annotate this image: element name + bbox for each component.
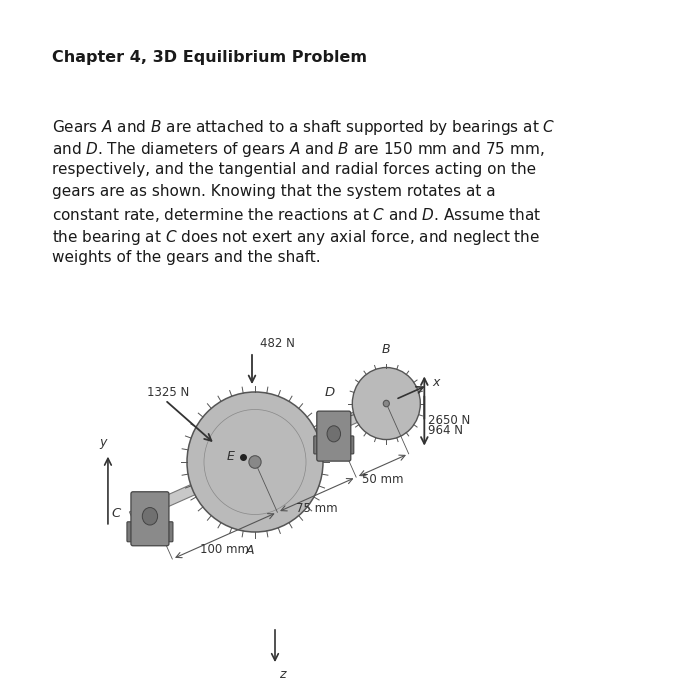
Text: $x$: $x$ <box>433 376 442 389</box>
Text: Chapter 4, 3D Equilibrium Problem: Chapter 4, 3D Equilibrium Problem <box>52 50 367 65</box>
Text: respectively, and the tangential and radial forces acting on the: respectively, and the tangential and rad… <box>52 162 536 177</box>
Text: 50 mm: 50 mm <box>362 473 403 486</box>
Text: $z$: $z$ <box>279 668 288 681</box>
Ellipse shape <box>352 367 420 440</box>
Text: 1325 N: 1325 N <box>147 385 189 398</box>
FancyBboxPatch shape <box>317 411 351 461</box>
Text: $\mathit{C}$: $\mathit{C}$ <box>111 507 122 520</box>
FancyBboxPatch shape <box>314 436 354 454</box>
FancyBboxPatch shape <box>131 492 169 546</box>
Text: $y$: $y$ <box>99 437 109 451</box>
Text: 100 mm: 100 mm <box>200 543 249 556</box>
Text: constant rate, determine the reactions at $\mathit{C}$ and $\mathit{D}$. Assume : constant rate, determine the reactions a… <box>52 206 541 224</box>
Text: 2650 N: 2650 N <box>428 413 470 427</box>
Ellipse shape <box>249 455 261 469</box>
Text: $\mathit{D}$: $\mathit{D}$ <box>324 386 335 399</box>
Text: the bearing at $\mathit{C}$ does not exert any axial force, and neglect the: the bearing at $\mathit{C}$ does not exe… <box>52 228 540 247</box>
Polygon shape <box>130 390 407 522</box>
Text: and $\mathit{D}$. The diameters of gears $\mathit{A}$ and $\mathit{B}$ are 150 m: and $\mathit{D}$. The diameters of gears… <box>52 140 545 159</box>
Text: 482 N: 482 N <box>260 337 295 350</box>
Text: 75 mm: 75 mm <box>296 502 337 515</box>
Text: weights of the gears and the shaft.: weights of the gears and the shaft. <box>52 250 321 265</box>
Ellipse shape <box>327 426 340 442</box>
Text: $\mathit{A}$: $\mathit{A}$ <box>245 544 255 557</box>
FancyBboxPatch shape <box>127 522 173 541</box>
Text: $\mathit{E}$: $\mathit{E}$ <box>226 451 236 464</box>
Text: gears are as shown. Knowing that the system rotates at a: gears are as shown. Knowing that the sys… <box>52 184 496 199</box>
Text: Gears $\mathit{A}$ and $\mathit{B}$ are attached to a shaft supported by bearing: Gears $\mathit{A}$ and $\mathit{B}$ are … <box>52 118 556 137</box>
Text: 964 N: 964 N <box>428 424 463 436</box>
Ellipse shape <box>384 400 389 407</box>
Ellipse shape <box>187 392 323 532</box>
Text: $\mathit{B}$: $\mathit{B}$ <box>382 343 391 356</box>
Ellipse shape <box>142 508 158 525</box>
